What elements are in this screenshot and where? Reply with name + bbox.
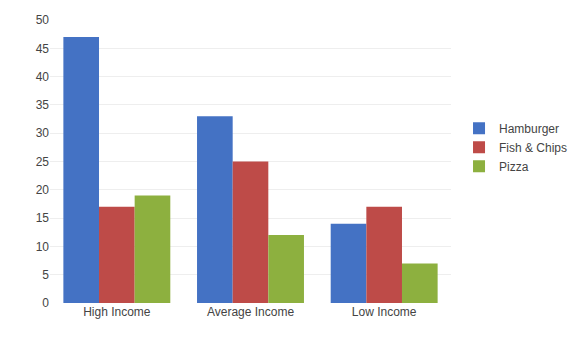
- svg-text:40: 40: [36, 70, 50, 84]
- svg-text:50: 50: [36, 13, 50, 27]
- svg-text:Average Income: Average Income: [207, 305, 294, 319]
- svg-text:15: 15: [36, 211, 50, 225]
- svg-text:5: 5: [42, 268, 49, 282]
- svg-text:25: 25: [36, 155, 50, 169]
- svg-text:Hamburger: Hamburger: [499, 122, 559, 136]
- svg-text:20: 20: [36, 183, 50, 197]
- svg-text:0: 0: [42, 296, 49, 310]
- svg-text:30: 30: [36, 126, 50, 140]
- svg-text:35: 35: [36, 98, 50, 112]
- svg-text:45: 45: [36, 42, 50, 56]
- svg-text:Fish & Chips: Fish & Chips: [499, 141, 567, 155]
- svg-text:10: 10: [36, 240, 50, 254]
- svg-text:Low Income: Low Income: [352, 305, 417, 319]
- svg-text:Pizza: Pizza: [499, 160, 529, 174]
- svg-text:High Income: High Income: [83, 305, 151, 319]
